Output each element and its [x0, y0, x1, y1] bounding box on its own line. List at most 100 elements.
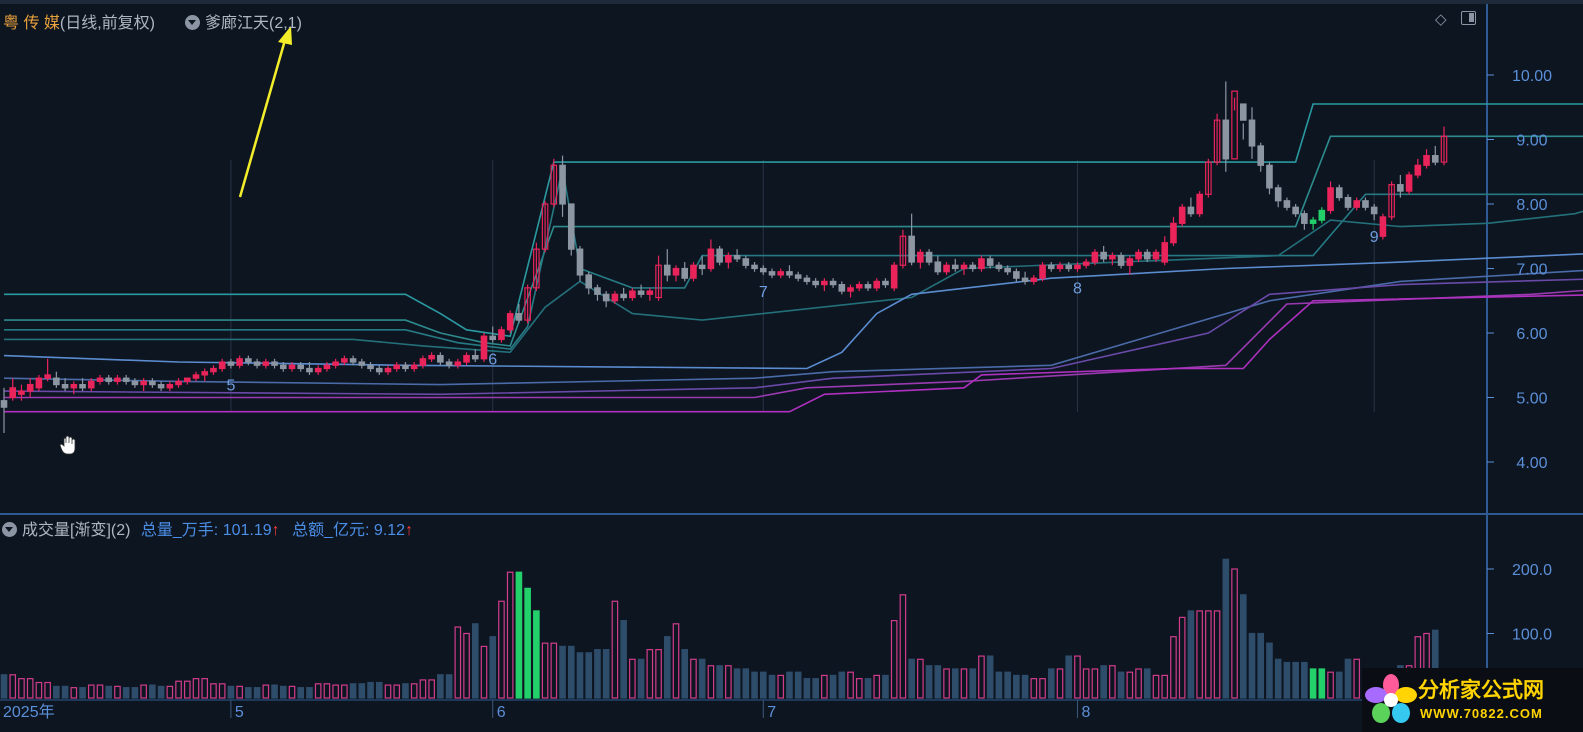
volume-bar [0, 674, 8, 699]
time-axis-label: 8 [1081, 704, 1090, 721]
volume-bar [620, 619, 627, 699]
candle [87, 378, 95, 392]
diamond-icon[interactable]: ◇ [1435, 11, 1447, 28]
volume-bar [751, 671, 758, 699]
volume-bar [471, 623, 479, 699]
watermark-title: 分析家公式网 [1418, 679, 1544, 702]
volume-bar [262, 684, 270, 699]
candle-body [899, 235, 907, 266]
volume-indicator-name[interactable]: 成交量[渐变](2) [22, 522, 131, 539]
candle-body [917, 251, 924, 263]
candle-body [1065, 264, 1073, 270]
candle-body [943, 264, 950, 273]
candle [934, 255, 942, 275]
volume-bar [602, 649, 610, 699]
candle [777, 268, 785, 279]
volume-bar [341, 684, 348, 699]
reference-lines [3, 103, 1583, 413]
candle-body [515, 313, 523, 321]
candle-body [131, 380, 139, 386]
candle-body [541, 203, 549, 250]
candle [681, 262, 689, 282]
candle-body [1030, 277, 1038, 282]
volume-bar [707, 665, 715, 699]
time-axis-label: 2025年 [3, 703, 55, 721]
candle [1117, 252, 1125, 269]
indicator-name[interactable]: 爹廊江天(2,1) [205, 15, 302, 32]
volume-bar [917, 658, 924, 699]
volume-bar [1318, 668, 1326, 699]
volume-bar [838, 671, 846, 699]
candle-body [175, 380, 182, 386]
candle-body [698, 264, 706, 270]
candle [1065, 262, 1073, 272]
candle [1170, 216, 1177, 246]
volume-bar [943, 668, 950, 699]
candle [768, 268, 776, 279]
candle [594, 284, 601, 301]
candle-body [1021, 277, 1029, 282]
candle-body [192, 374, 200, 379]
volume-bar [559, 645, 566, 699]
candle-body [26, 384, 34, 392]
candle [1301, 210, 1308, 230]
candle-body [105, 377, 113, 382]
total-amount-label: 总额_亿元: [292, 522, 370, 539]
candle [271, 358, 278, 369]
candle [26, 378, 34, 398]
price-tick-label: 10.00 [1512, 68, 1552, 85]
candle [969, 262, 977, 272]
candle [1414, 158, 1422, 179]
candle [890, 262, 898, 292]
candle-body [1370, 206, 1378, 215]
candle [1082, 258, 1090, 269]
volume-bar [1327, 671, 1334, 699]
candle-body [1013, 271, 1020, 279]
volume-bar [1117, 671, 1125, 699]
volume-bar [742, 668, 750, 699]
candle [1257, 142, 1265, 172]
candle [821, 278, 828, 292]
reference-line [4, 103, 1583, 338]
candle-body [995, 264, 1003, 270]
candle [1030, 274, 1038, 285]
candle-body [393, 364, 401, 370]
volume-bar [969, 668, 977, 699]
candle-body [1335, 187, 1343, 199]
volume-bar [611, 600, 619, 699]
volume-bar [1013, 674, 1020, 699]
volume-bar [297, 687, 305, 699]
candle [341, 355, 348, 366]
candle-body [707, 248, 715, 270]
candle-body [986, 258, 994, 266]
volume-bar [899, 594, 907, 699]
volume-bar [166, 685, 174, 699]
price-tick-label: 4.00 [1516, 455, 1547, 472]
panel-toggle-icon[interactable] [1461, 11, 1476, 25]
candle [1239, 103, 1247, 140]
candle [358, 358, 366, 369]
volume-bar [1074, 655, 1081, 699]
candle [44, 358, 51, 382]
volume-bar [768, 674, 776, 699]
candle [803, 274, 811, 285]
candle-body [341, 358, 348, 363]
volume-bar [1187, 610, 1195, 699]
volume-bar [829, 674, 837, 699]
volume-bar [489, 636, 497, 699]
candle [1327, 181, 1334, 214]
indicator-header[interactable]: 爹廊江天(2,1) [185, 9, 302, 33]
candle [384, 365, 392, 375]
candle [1335, 184, 1343, 201]
volume-bar [236, 685, 243, 699]
chevron-down-icon[interactable] [185, 15, 200, 30]
volume-bar [288, 685, 296, 699]
volume-bar [855, 678, 863, 699]
candle-body [829, 280, 837, 286]
candle [629, 287, 636, 301]
chevron-down-icon[interactable] [2, 522, 17, 537]
volume-bar [1178, 616, 1186, 699]
period-label[interactable]: (日线,前复权) [59, 15, 156, 32]
candle-body [585, 274, 593, 289]
volume-bar [864, 678, 872, 699]
